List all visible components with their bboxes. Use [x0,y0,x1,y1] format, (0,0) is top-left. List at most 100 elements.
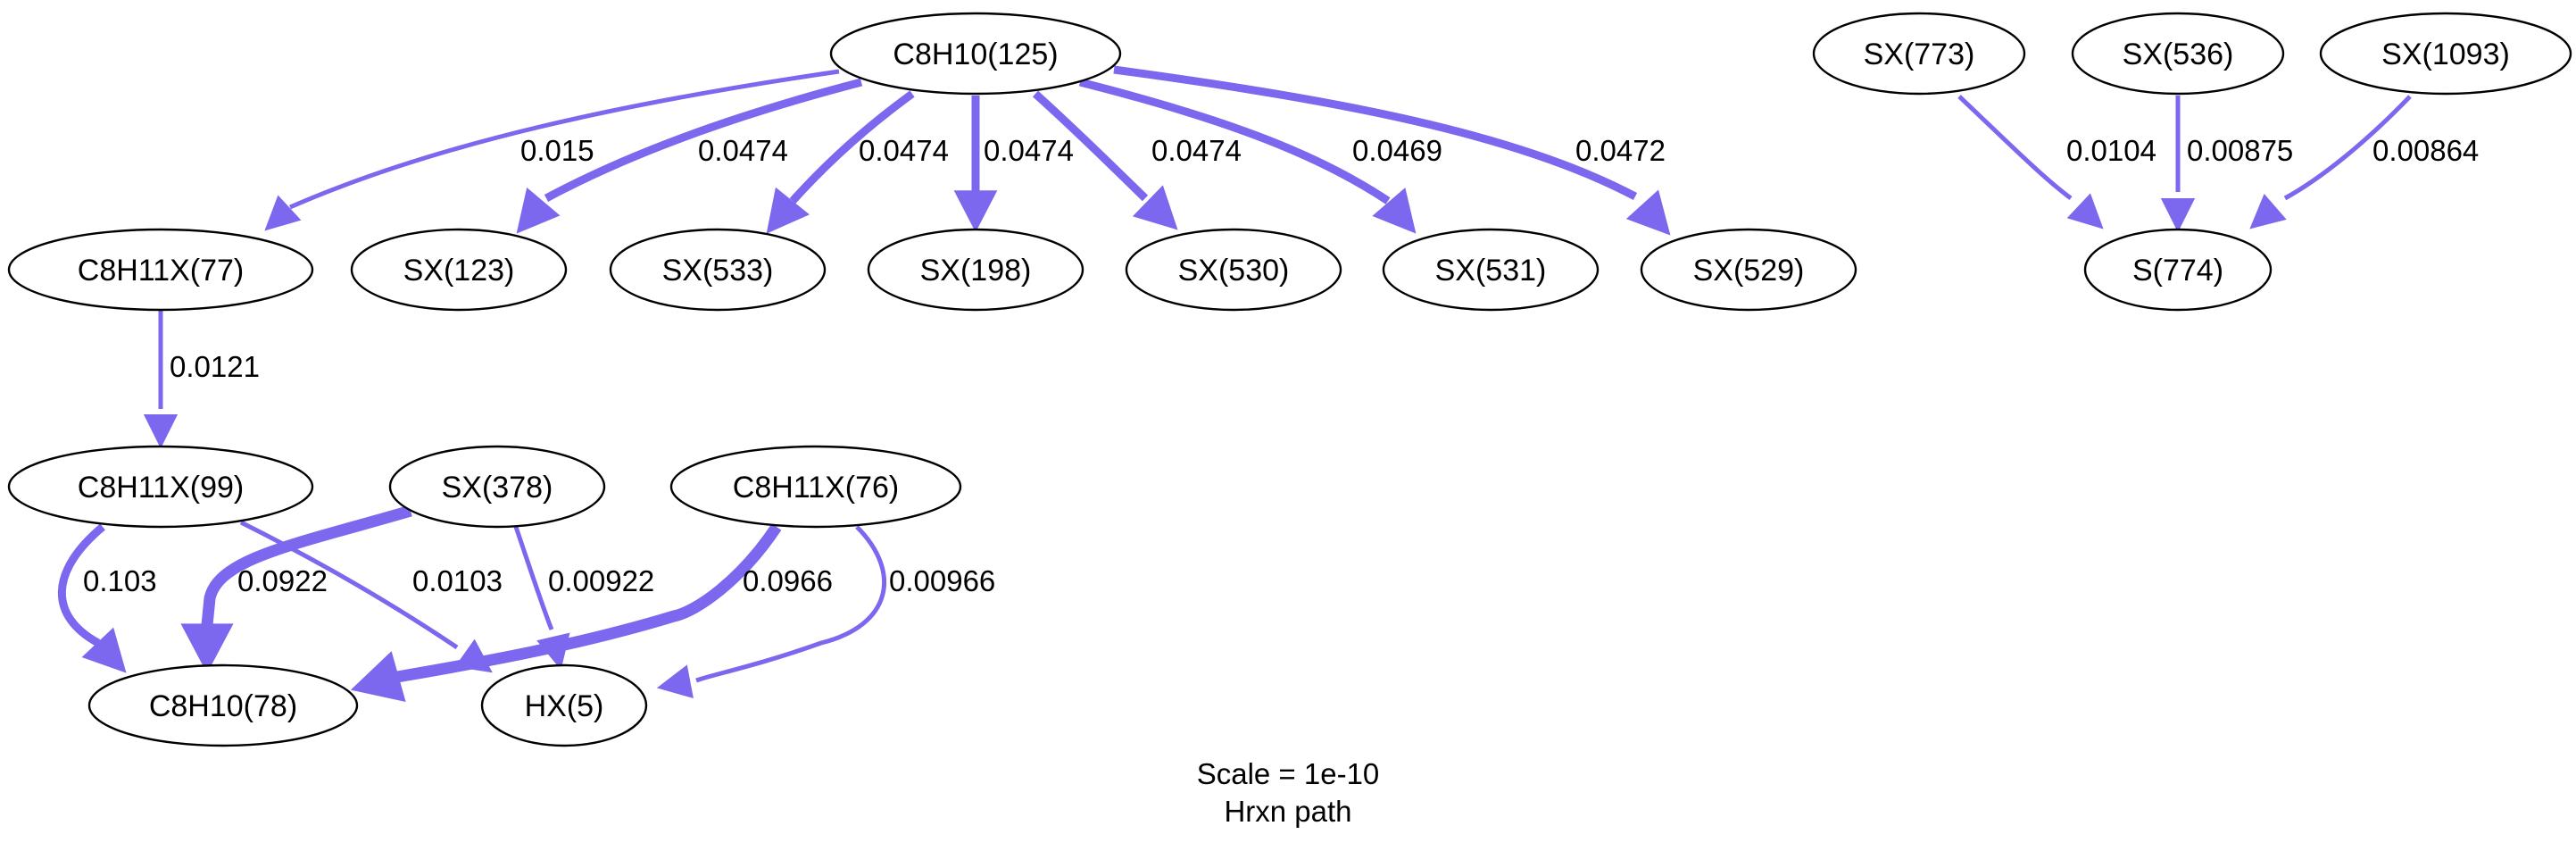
species-node-n5: HX(5) [480,663,648,747]
edge-label: 0.00922 [548,564,654,597]
node-ellipse [609,228,827,312]
edge-arrowhead [1372,188,1417,234]
node-label: SX(530) [1178,254,1290,288]
caption-title: Hrxn path [1224,795,1351,828]
edge-n125-to-n533 [766,90,915,234]
edge-line [239,520,459,650]
edge-label: 0.00864 [2372,134,2479,167]
edge-arrowhead [2066,193,2104,229]
node-ellipse [669,445,962,529]
caption-scale: Scale = 1e-10 [1197,757,1380,790]
edge-label: 0.0922 [237,564,328,597]
edge-n76-to-n78 [350,523,782,703]
species-node-n77: C8H11X(77) [7,228,314,312]
nodes-layer: C8H10(125) SX(773) SX(536) SX(1093) C8H11X(7… [7,12,2572,747]
edge-label: 0.103 [83,564,157,597]
node-ellipse [2071,12,2285,96]
node-label: SX(1093) [2381,38,2510,71]
edge-arrowhead [180,623,234,674]
node-ellipse [1382,228,1600,312]
species-node-n198: SX(198) [867,228,1084,312]
edge-label: 0.0472 [1575,134,1666,167]
node-ellipse [7,228,314,312]
edge-line [1032,90,1149,202]
edge-arrowhead [2249,193,2287,229]
edge-arrowhead [1625,189,1671,236]
node-ellipse [1812,12,2026,96]
edge-arrowhead [953,190,998,233]
edge-line [1078,78,1391,204]
edge-arrowhead [656,664,694,699]
edge-n99-to-n78 [57,523,127,673]
edge-n125-to-n198 [953,96,998,233]
species-node-n78: C8H10(78) [87,663,359,747]
species-node-n774: S(774) [2083,228,2273,312]
species-node-n76: C8H11X(76) [669,445,962,529]
edge-label: 0.0469 [1352,134,1442,167]
edge-label: 0.0474 [984,134,1074,167]
node-ellipse [867,228,1084,312]
edge-arrowhead [81,627,127,673]
species-node-n529: SX(529) [1640,228,1857,312]
edge-label: 0.0104 [2066,134,2156,167]
edge-n77-to-n99 [143,311,179,449]
node-label: HX(5) [525,689,604,723]
edge-n773-to-n774 [1957,95,2104,229]
edge-n125-to-n529 [1113,65,1671,236]
edge-arrowhead [1132,185,1178,230]
edge-line [57,523,105,647]
edge-line [201,505,412,626]
species-node-n1093: SX(1093) [2319,12,2572,96]
edge-line [695,525,887,683]
node-ellipse [480,663,648,747]
species-node-n378: SX(378) [388,445,606,529]
node-label: C8H11X(77) [78,254,244,288]
edge-line [289,69,840,210]
node-ellipse [829,12,1122,96]
edge-n1093-to-n774 [2249,95,2412,229]
edge-line [1113,65,1638,200]
edge-label: 0.015 [520,134,594,167]
edge-arrowhead [2160,198,2196,233]
edge-label: 0.0474 [1151,134,1242,167]
edge-line [1957,95,2073,201]
node-label: SX(378) [442,471,553,505]
species-node-n533: SX(533) [609,228,827,312]
node-label: C8H11X(76) [733,471,899,505]
node-label: SX(531) [1435,254,1547,288]
edge-n536-to-n774 [2160,96,2196,233]
node-label: SX(533) [662,254,774,288]
edges-layer [57,65,2412,703]
edge-label: 0.0474 [859,134,949,167]
edge-line [513,526,554,630]
species-node-n536: SX(536) [2071,12,2285,96]
edge-line [544,78,863,202]
edge-label: 0.0474 [698,134,788,167]
species-node-n531: SX(531) [1382,228,1600,312]
edge-n378-to-n78 [180,505,412,674]
node-ellipse [1125,228,1342,312]
node-ellipse [388,445,606,529]
node-ellipse [7,445,314,529]
edge-label: 0.0121 [170,350,260,383]
node-ellipse [2319,12,2572,96]
node-label: SX(123) [403,254,515,288]
edge-n125-to-n531 [1078,78,1417,234]
node-label: C8H10(125) [893,38,1058,71]
node-label: C8H11X(99) [78,471,244,505]
edge-label: 0.00875 [2187,134,2293,167]
edge-line [789,90,915,204]
edge-arrowhead [143,414,179,449]
edge-arrowhead [350,651,406,703]
species-node-n773: SX(773) [1812,12,2026,96]
node-label: S(774) [2132,254,2223,288]
edge-n76-to-n5 [656,525,887,699]
node-ellipse [1640,228,1857,312]
node-ellipse [350,228,568,312]
edge-label: 0.00966 [889,564,995,597]
edge-labels-layer: 0.015 0.0474 0.0474 0.0474 0.0474 0.0469 0.047… [83,134,2479,597]
node-label: SX(773) [1864,38,1975,71]
edge-line [2283,95,2412,201]
node-label: SX(529) [1693,254,1805,288]
